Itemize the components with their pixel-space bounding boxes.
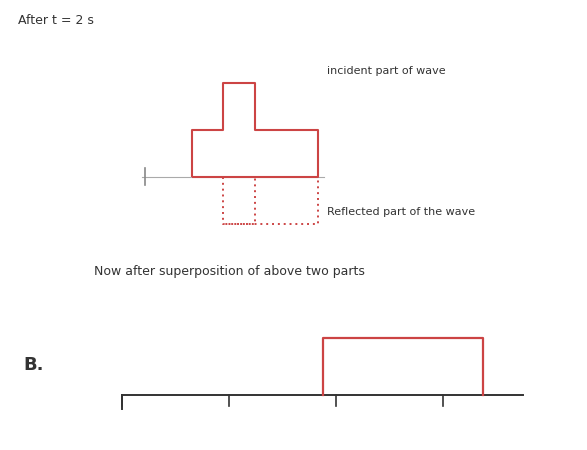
- Text: incident part of wave: incident part of wave: [327, 66, 446, 76]
- Text: Reflected part of the wave: Reflected part of the wave: [327, 207, 475, 217]
- Text: After t = 2 s: After t = 2 s: [18, 14, 93, 27]
- Text: Now after superposition of above two parts: Now after superposition of above two par…: [94, 266, 365, 279]
- Text: B.: B.: [23, 356, 44, 373]
